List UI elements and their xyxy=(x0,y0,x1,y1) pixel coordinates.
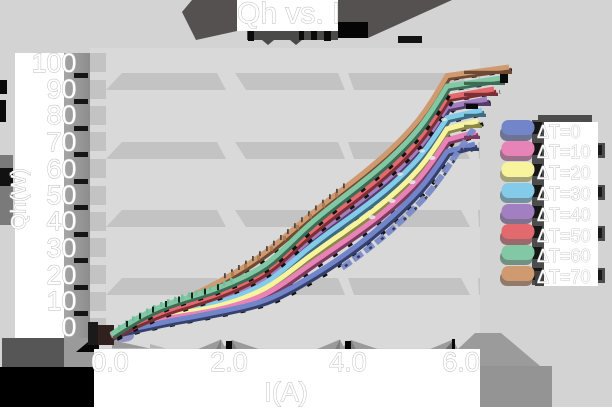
svg-text:ΔT=20: ΔT=20 xyxy=(537,163,591,183)
svg-text:4.0: 4.0 xyxy=(329,347,367,377)
svg-text:0.0: 0.0 xyxy=(91,347,129,377)
svg-text:ΔT=10: ΔT=10 xyxy=(537,142,591,162)
svg-text:30: 30 xyxy=(46,233,76,263)
svg-text:40: 40 xyxy=(46,206,76,236)
svg-text:Qh vs. I: Qh vs. I xyxy=(237,0,340,30)
svg-text:50: 50 xyxy=(46,180,76,210)
svg-text:2.0: 2.0 xyxy=(210,347,248,377)
svg-text:90: 90 xyxy=(46,74,76,104)
svg-text:ΔT=0: ΔT=0 xyxy=(537,122,581,142)
svg-text:0: 0 xyxy=(61,312,76,342)
svg-text:6.0: 6.0 xyxy=(442,347,480,377)
svg-text:10: 10 xyxy=(46,286,76,316)
svg-text:Qh(W): Qh(W) xyxy=(8,168,31,230)
svg-text:ΔT=50: ΔT=50 xyxy=(537,226,591,246)
svg-text:ΔT=40: ΔT=40 xyxy=(537,205,591,225)
svg-text:ΔT=30: ΔT=30 xyxy=(537,184,591,204)
svg-text:70: 70 xyxy=(46,127,76,157)
svg-text:100: 100 xyxy=(31,48,76,78)
svg-text:ΔT=60: ΔT=60 xyxy=(537,246,591,266)
svg-text:I(A): I(A) xyxy=(264,377,308,407)
svg-text:80: 80 xyxy=(46,100,76,130)
svg-text:60: 60 xyxy=(46,154,76,184)
svg-text:ΔT=70: ΔT=70 xyxy=(537,267,591,287)
svg-text:20: 20 xyxy=(46,260,76,290)
